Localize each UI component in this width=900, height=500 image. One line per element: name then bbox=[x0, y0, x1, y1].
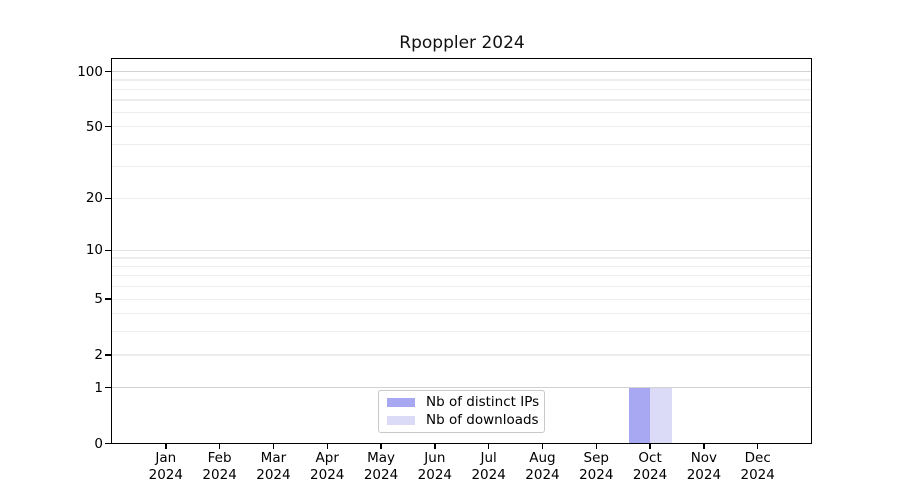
y-tick-label-0: 0 bbox=[94, 435, 103, 452]
x-tick-month: Jan bbox=[155, 450, 177, 466]
x-tick-month: Dec bbox=[744, 450, 771, 466]
x-tick-year: 2024 bbox=[525, 466, 560, 483]
x-tick-nov-2024 bbox=[703, 444, 705, 449]
x-tick-label-sep-2024: Sep 2024 bbox=[569, 450, 623, 483]
x-tick-month: Jun bbox=[424, 450, 446, 466]
y-tick-5 bbox=[105, 298, 112, 300]
x-tick-month: Mar bbox=[260, 450, 287, 466]
x-tick-month: Sep bbox=[583, 450, 609, 466]
x-tick-jan-2024 bbox=[165, 444, 167, 449]
x-tick-year: 2024 bbox=[256, 466, 291, 483]
x-tick-month: Oct bbox=[638, 450, 662, 466]
x-tick-month: Jul bbox=[480, 450, 497, 466]
x-tick-may-2024 bbox=[380, 444, 382, 449]
x-tick-month: Nov bbox=[690, 450, 718, 466]
y-tick-label-10: 10 bbox=[85, 242, 103, 259]
y-tick-0 bbox=[105, 442, 112, 445]
x-tick-year: 2024 bbox=[310, 466, 345, 483]
gridline-100 bbox=[112, 71, 812, 73]
y-tick-label-20: 20 bbox=[85, 190, 103, 207]
gridline-6 bbox=[112, 286, 812, 288]
gridline-80 bbox=[112, 88, 812, 90]
y-tick-20 bbox=[105, 197, 112, 199]
gridline-3 bbox=[112, 331, 812, 333]
bar-nb-of-downloads-oct-2024 bbox=[650, 387, 672, 444]
gridline-9 bbox=[112, 257, 812, 259]
x-tick-label-apr-2024: Apr 2024 bbox=[300, 450, 354, 483]
y-tick-1 bbox=[105, 387, 112, 389]
x-tick-month: Aug bbox=[529, 450, 556, 466]
legend-label-downloads: Nb of downloads bbox=[426, 412, 539, 428]
gridline-50 bbox=[112, 126, 812, 128]
gridline-60 bbox=[112, 111, 812, 113]
legend-swatch-distinct-ips bbox=[387, 397, 415, 408]
gridline-10 bbox=[112, 249, 812, 251]
x-tick-year: 2024 bbox=[740, 466, 775, 483]
x-tick-year: 2024 bbox=[148, 466, 183, 483]
gridline-7 bbox=[112, 275, 812, 277]
legend-swatch-downloads bbox=[387, 415, 415, 426]
x-tick-label-feb-2024: Feb 2024 bbox=[193, 450, 247, 483]
chart-title: Rpoppler 2024 bbox=[399, 33, 525, 53]
y-tick-label-5: 5 bbox=[94, 291, 103, 308]
y-tick-label-100: 100 bbox=[77, 63, 103, 80]
x-tick-sep-2024 bbox=[595, 444, 597, 449]
y-tick-2 bbox=[105, 354, 112, 356]
x-tick-jul-2024 bbox=[488, 444, 490, 449]
gridline-40 bbox=[112, 143, 812, 145]
gridline-70 bbox=[112, 99, 812, 101]
gridline-1 bbox=[112, 387, 812, 389]
x-tick-year: 2024 bbox=[202, 466, 237, 483]
x-tick-apr-2024 bbox=[326, 444, 328, 449]
x-tick-aug-2024 bbox=[541, 444, 544, 449]
y-tick-label-50: 50 bbox=[85, 118, 103, 135]
legend-item-downloads: Nb of downloads bbox=[379, 412, 544, 429]
x-tick-year: 2024 bbox=[417, 466, 453, 483]
legend: Nb of distinct IPs Nb of downloads bbox=[378, 390, 545, 433]
x-tick-year: 2024 bbox=[632, 466, 668, 483]
gridline-2 bbox=[112, 354, 812, 356]
x-tick-feb-2024 bbox=[219, 444, 221, 449]
x-tick-label-oct-2024: Oct 2024 bbox=[623, 450, 677, 483]
x-tick-label-mar-2024: Mar 2024 bbox=[246, 450, 300, 483]
x-tick-mar-2024 bbox=[272, 444, 275, 449]
gridline-30 bbox=[112, 166, 812, 168]
gridline-90 bbox=[112, 79, 812, 81]
x-tick-dec-2024 bbox=[757, 444, 759, 449]
gridline-4 bbox=[112, 313, 812, 315]
legend-label-distinct-ips: Nb of distinct IPs bbox=[426, 394, 540, 410]
x-tick-label-nov-2024: Nov 2024 bbox=[677, 450, 731, 483]
x-tick-year: 2024 bbox=[579, 466, 614, 483]
x-tick-label-jun-2024: Jun 2024 bbox=[408, 450, 462, 483]
y-tick-100 bbox=[105, 70, 112, 73]
y-tick-10 bbox=[105, 249, 112, 251]
x-tick-month: Apr bbox=[315, 450, 339, 466]
x-tick-year: 2024 bbox=[363, 466, 399, 483]
gridline-8 bbox=[112, 265, 812, 267]
x-tick-label-jul-2024: Jul 2024 bbox=[462, 450, 516, 483]
x-tick-label-dec-2024: Dec 2024 bbox=[731, 450, 785, 483]
x-tick-year: 2024 bbox=[471, 466, 506, 483]
y-tick-50 bbox=[105, 126, 112, 128]
gridline-5 bbox=[112, 298, 812, 300]
gridline-20 bbox=[112, 197, 812, 199]
legend-item-distinct-ips: Nb of distinct IPs bbox=[379, 394, 544, 411]
x-tick-oct-2024 bbox=[649, 444, 651, 449]
x-tick-month: Feb bbox=[207, 450, 232, 466]
x-tick-jun-2024 bbox=[434, 444, 436, 449]
x-tick-label-aug-2024: Aug 2024 bbox=[515, 450, 569, 483]
y-tick-label-2: 2 bbox=[94, 346, 103, 363]
x-tick-year: 2024 bbox=[686, 466, 722, 483]
y-tick-label-1: 1 bbox=[94, 379, 103, 396]
x-tick-label-jan-2024: Jan 2024 bbox=[139, 450, 193, 483]
bar-nb-of-distinct-ips-oct-2024 bbox=[628, 387, 651, 444]
x-tick-month: May bbox=[367, 450, 395, 466]
x-tick-label-may-2024: May 2024 bbox=[354, 450, 408, 483]
